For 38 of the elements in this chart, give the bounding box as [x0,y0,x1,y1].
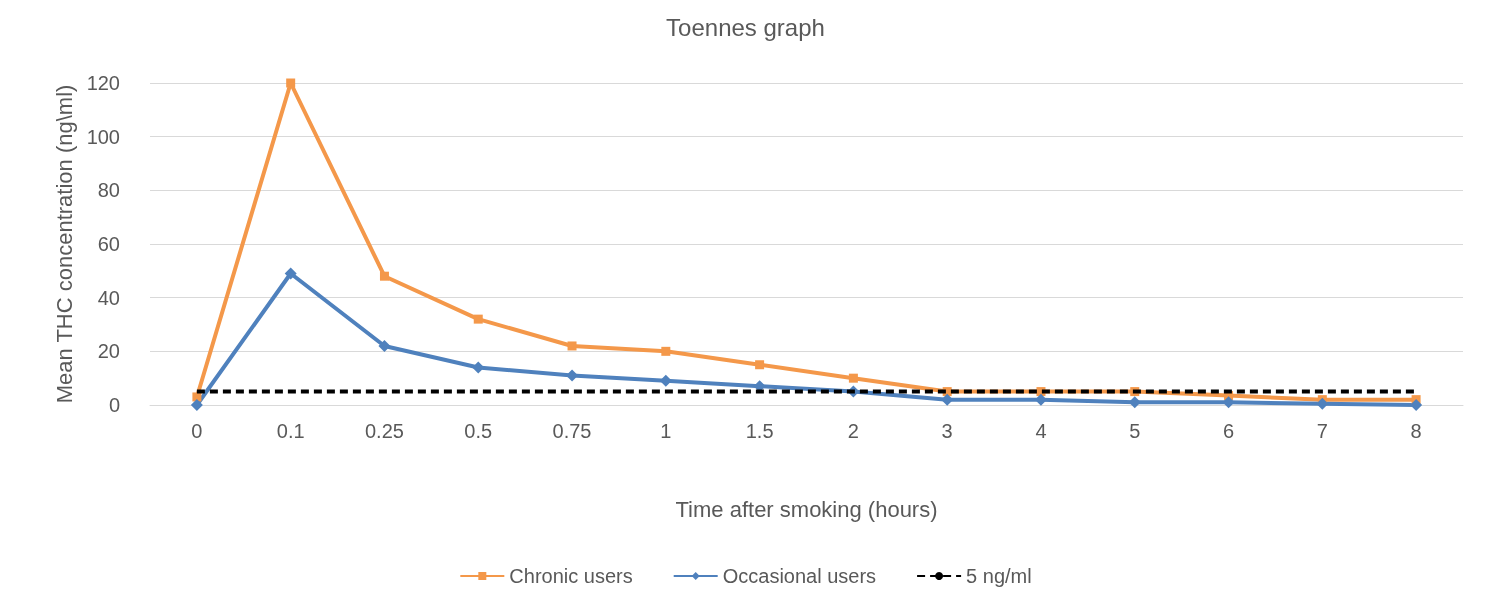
point [661,346,671,356]
y-tick-label: 100 [86,125,120,148]
legend-label: Occasional users [722,565,877,587]
point [284,267,297,280]
point [473,314,483,324]
x-tick-label: 0.1 [276,420,305,442]
x-tick-label: 6 [1222,420,1235,442]
x-axis-title: Time after smoking (hours) [675,496,938,522]
x-tick-label: 8 [1410,420,1422,442]
x-tick-label: 5 [1129,420,1141,442]
legend-label: 5 ng/ml [966,565,1032,587]
y-tick-label: 60 [97,233,120,255]
point [190,399,203,411]
x-tick-label: 4 [1035,420,1047,442]
y-tick-label: 0 [108,394,120,416]
x-tick-label: 0.75 [552,420,592,442]
point [1410,399,1423,411]
y-tick-label: 40 [97,286,120,309]
y-tick-label: 120 [86,72,120,94]
y-tick-label: 80 [97,179,120,202]
point [848,373,858,383]
x-tick-label: 0.5 [464,420,493,442]
point [755,360,765,370]
point [567,341,577,351]
x-tick-label: 0.25 [365,420,404,442]
x-tick-label: 2 [847,420,859,442]
x-tick-label: 0 [191,420,203,442]
chart-title: Toennes graph [666,13,825,41]
point [286,78,296,88]
x-tick-label: 3 [941,420,953,442]
legend-label: Chronic users [509,565,633,587]
y-tick-label: 20 [97,340,120,363]
point [379,271,389,281]
x-tick-label: 7 [1316,420,1328,442]
y-axis-title: Mean THC concentration (ng\ml) [52,84,78,404]
point [378,339,391,352]
x-tick-label: 1 [660,420,672,442]
x-tick-label: 1.5 [745,420,774,442]
